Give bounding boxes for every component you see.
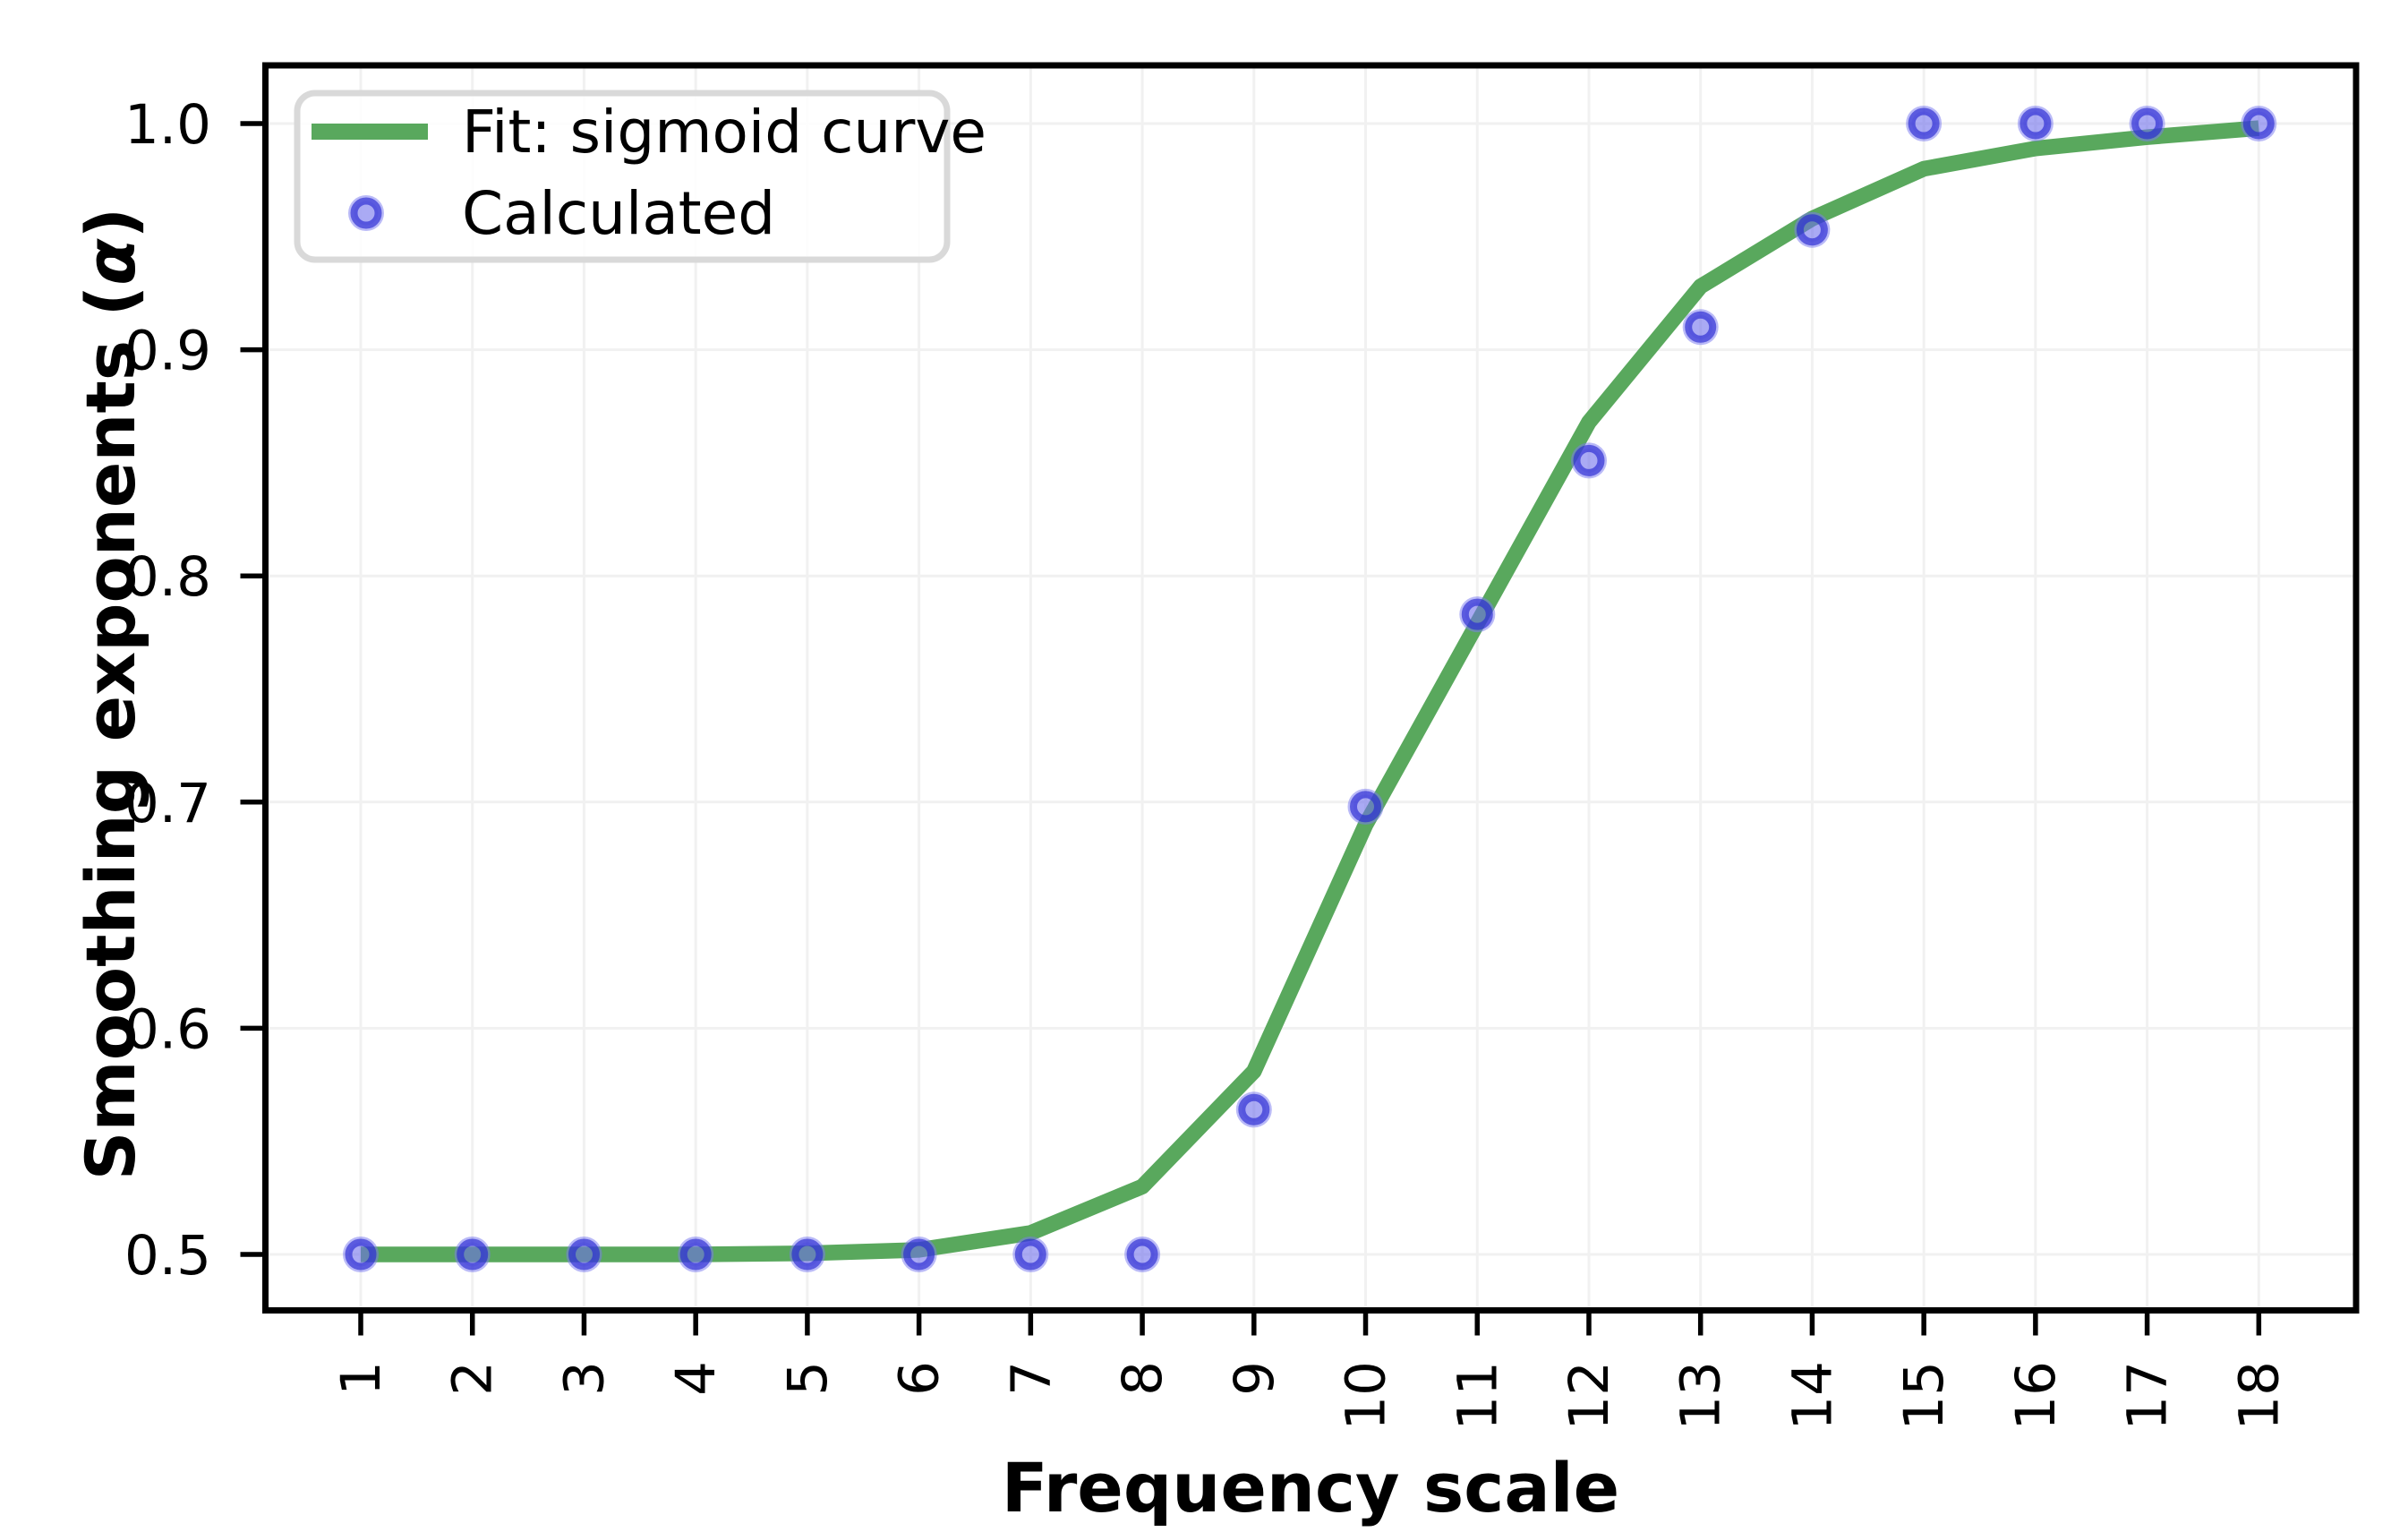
data-point bbox=[1794, 211, 1831, 248]
data-point-ring bbox=[457, 1238, 489, 1271]
legend-box bbox=[294, 90, 951, 263]
data-point-ring bbox=[2131, 107, 2164, 140]
legend: Fit: sigmoid curve Calculated bbox=[294, 90, 986, 263]
tick-marks-layer bbox=[240, 121, 2262, 1336]
data-point-ring bbox=[1238, 1093, 1270, 1125]
x-tick-label: 8 bbox=[1111, 1361, 1174, 1396]
legend-label-fit: Fit: sigmoid curve bbox=[462, 98, 986, 167]
data-point-ring bbox=[2242, 107, 2275, 140]
data-point bbox=[1459, 596, 1496, 633]
x-tick-label: 7 bbox=[999, 1361, 1063, 1396]
x-tick-label: 17 bbox=[2116, 1361, 2180, 1431]
data-point bbox=[901, 1237, 937, 1272]
scatter-layer bbox=[343, 106, 2277, 1272]
data-point bbox=[1347, 788, 1384, 825]
data-point-ring bbox=[1685, 311, 1717, 343]
data-point bbox=[343, 1237, 379, 1272]
x-axis-title: Frequency scale bbox=[1002, 1448, 1619, 1528]
data-point-ring bbox=[791, 1238, 824, 1271]
x-tick-label: 1 bbox=[329, 1361, 393, 1396]
y-tick-label: 0.7 bbox=[124, 772, 211, 835]
y-tick-label: 0.9 bbox=[124, 320, 211, 383]
legend-marker-swatch bbox=[348, 195, 384, 231]
data-point bbox=[789, 1237, 825, 1272]
data-point bbox=[1012, 1237, 1049, 1272]
data-point-ring bbox=[1796, 214, 1828, 246]
data-point bbox=[1682, 309, 1719, 346]
data-point bbox=[678, 1237, 714, 1272]
alpha-symbol: α bbox=[71, 238, 150, 286]
x-tick-label: 18 bbox=[2227, 1361, 2291, 1431]
x-tick-label: 6 bbox=[888, 1361, 952, 1396]
data-point-ring bbox=[1126, 1238, 1158, 1271]
y-axis-title-suffix: ) bbox=[71, 208, 150, 239]
y-axis-title-prefix: Smoothing exponents ( bbox=[71, 286, 150, 1181]
data-point bbox=[1571, 442, 1607, 479]
data-point bbox=[454, 1237, 491, 1272]
y-axis-title: Smoothing exponents (α) bbox=[71, 208, 150, 1180]
x-tick-label: 5 bbox=[776, 1361, 840, 1396]
x-tick-label: 9 bbox=[1223, 1361, 1286, 1396]
data-point-ring bbox=[345, 1238, 377, 1271]
data-point bbox=[1235, 1091, 1272, 1128]
data-point-ring bbox=[1014, 1238, 1046, 1271]
x-tick-label: 10 bbox=[1335, 1361, 1398, 1431]
grid-layer bbox=[265, 65, 2356, 1311]
data-point-ring bbox=[1461, 598, 1493, 630]
x-tick-label: 11 bbox=[1446, 1361, 1509, 1431]
fit-line-layer bbox=[361, 120, 2260, 1262]
legend-label-calculated: Calculated bbox=[462, 179, 775, 248]
y-tick-label: 0.5 bbox=[124, 1224, 211, 1288]
data-point-ring bbox=[679, 1238, 712, 1271]
x-tick-label: 2 bbox=[441, 1361, 505, 1396]
data-point bbox=[1906, 106, 1943, 141]
data-point bbox=[2241, 106, 2277, 141]
plot-frame bbox=[262, 62, 2360, 1314]
data-point bbox=[1124, 1237, 1161, 1272]
sigmoid-fit-line bbox=[361, 120, 2260, 1262]
y-tick-label: 0.6 bbox=[124, 997, 211, 1061]
x-tick-label: 3 bbox=[552, 1361, 616, 1396]
x-tick-label: 14 bbox=[1780, 1361, 1844, 1431]
x-tick-label: 4 bbox=[664, 1361, 728, 1396]
data-point-ring bbox=[1908, 107, 1940, 140]
x-tick-label: 12 bbox=[1558, 1361, 1621, 1431]
y-tick-label: 1.0 bbox=[124, 93, 211, 157]
x-tick-label: 15 bbox=[1892, 1361, 1956, 1431]
data-point-ring bbox=[1350, 791, 1381, 823]
x-tick-label: 13 bbox=[1669, 1361, 1733, 1431]
y-tick-label: 0.8 bbox=[124, 545, 211, 609]
data-point bbox=[566, 1237, 602, 1272]
data-point-ring bbox=[903, 1238, 935, 1271]
data-point bbox=[2017, 106, 2054, 141]
legend-marker-ring bbox=[350, 197, 382, 229]
data-point-ring bbox=[1573, 444, 1605, 476]
data-point-ring bbox=[568, 1238, 600, 1271]
tick-labels-layer: 1 2 3 4 5 6 7 8 9 10 11 12 13 14 15 16 17 180.50.60.70.80… bbox=[124, 93, 2291, 1431]
x-tick-label: 16 bbox=[2004, 1361, 2068, 1431]
data-point bbox=[2129, 106, 2165, 141]
data-point-ring bbox=[2019, 107, 2052, 140]
